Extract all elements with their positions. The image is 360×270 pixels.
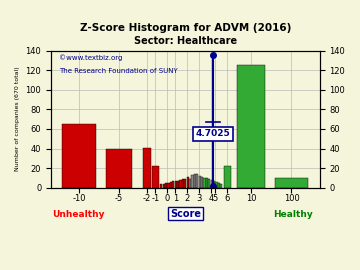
Title: Z-Score Histogram for ADVM (2016): Z-Score Histogram for ADVM (2016) <box>80 23 291 33</box>
Bar <box>186 177 189 188</box>
Bar <box>237 65 265 188</box>
Y-axis label: Number of companies (670 total): Number of companies (670 total) <box>15 67 20 171</box>
Bar <box>184 179 186 188</box>
Bar <box>224 166 230 188</box>
Bar <box>143 148 152 188</box>
Bar <box>194 174 196 188</box>
Bar <box>218 183 220 188</box>
Bar <box>106 148 132 188</box>
Bar <box>189 179 191 188</box>
Bar <box>215 182 218 188</box>
Bar <box>152 166 159 188</box>
Text: Unhealthy: Unhealthy <box>51 210 104 218</box>
Text: The Research Foundation of SUNY: The Research Foundation of SUNY <box>59 68 178 74</box>
Bar <box>170 182 172 188</box>
Bar <box>199 176 201 188</box>
Bar <box>62 124 96 188</box>
Bar <box>179 180 181 188</box>
Bar <box>211 180 213 188</box>
Bar <box>167 183 170 188</box>
Bar <box>160 184 162 188</box>
Bar <box>165 183 167 188</box>
Text: ©www.textbiz.org: ©www.textbiz.org <box>59 55 122 61</box>
Bar <box>208 179 211 188</box>
Bar <box>196 174 198 188</box>
Text: 4.7025: 4.7025 <box>195 129 230 138</box>
Bar <box>201 177 203 188</box>
Bar <box>172 181 174 188</box>
Text: Healthy: Healthy <box>273 210 312 218</box>
Bar <box>175 181 177 188</box>
Bar <box>192 175 194 188</box>
Bar <box>275 178 307 188</box>
Bar <box>206 178 208 188</box>
Bar <box>203 178 206 188</box>
Text: Sector: Healthcare: Sector: Healthcare <box>134 36 237 46</box>
Bar <box>177 181 179 188</box>
Bar <box>213 181 215 188</box>
Text: Score: Score <box>170 208 201 218</box>
Bar <box>182 179 184 188</box>
Bar <box>220 184 222 188</box>
Bar <box>162 184 165 188</box>
